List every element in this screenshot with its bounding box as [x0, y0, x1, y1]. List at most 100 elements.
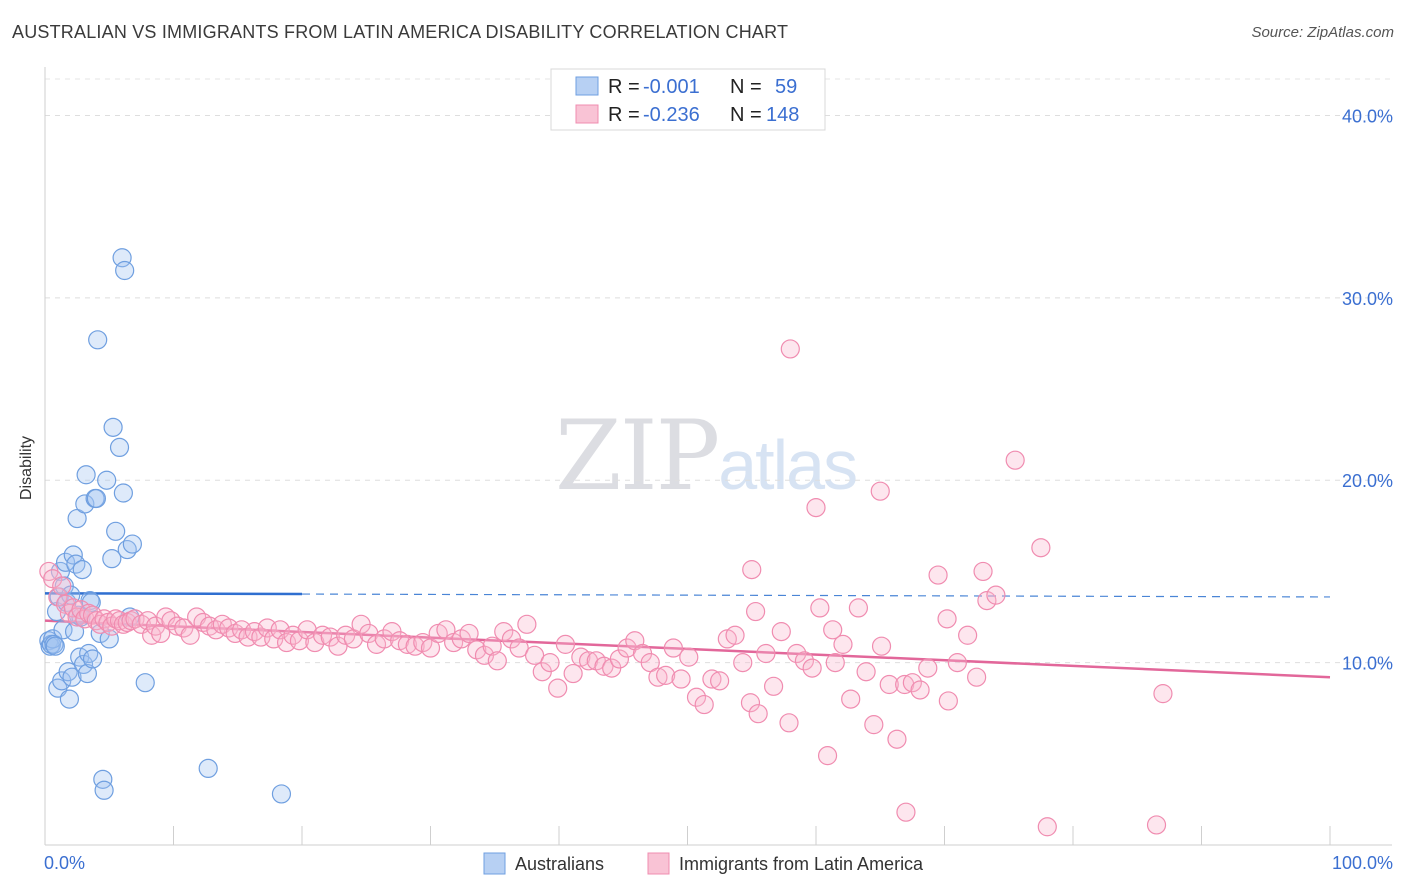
latin-america-point-107: [733, 653, 753, 673]
stats-n-value-1: 59: [775, 76, 797, 98]
latin-america-point-127: [887, 729, 907, 749]
y-tick-label-2: 30.0%: [1342, 289, 1393, 309]
latin-america-point-131: [918, 658, 938, 678]
latin-america-point-113: [779, 713, 799, 733]
australians-trend-dashed: [301, 593, 1331, 598]
latin-america-point-3: [52, 576, 72, 596]
legend-swatch-latin-america: [647, 852, 670, 875]
latin-america-point-85: [563, 663, 583, 684]
latin-america-point-32: [180, 625, 200, 645]
australians-point-41: [97, 470, 117, 490]
latin-america-point-108: [740, 693, 761, 713]
watermark-zip: ZIP: [555, 400, 720, 512]
latin-america-point-104: [710, 671, 730, 691]
latin-america-point-147: [896, 802, 916, 822]
australians-point-26: [72, 560, 92, 580]
latin-america-point-74: [482, 636, 502, 656]
latin-america-point-100: [679, 647, 699, 667]
australians-point-46: [109, 437, 130, 458]
legend-label-australians: Australians: [515, 854, 604, 874]
australians-point-16: [59, 689, 80, 709]
legend-label-latin-america: Immigrants from Latin America: [679, 854, 924, 874]
australians-point-37: [88, 330, 108, 350]
latin-america-point-63: [397, 634, 417, 654]
latin-america-point-130: [910, 680, 930, 700]
australians-point-9: [50, 561, 71, 582]
latin-america-point-49: [289, 631, 310, 651]
latin-america-point-106: [725, 625, 745, 645]
latin-america-point-145: [1031, 538, 1051, 558]
latin-america-point-120: [833, 634, 853, 654]
source-credit: Source: ZipAtlas.com: [1251, 24, 1394, 41]
latin-america-point-2: [48, 587, 68, 607]
latin-america-point-136: [967, 667, 987, 687]
latin-america-point-126: [879, 674, 899, 695]
axes: [44, 67, 1392, 846]
latin-america-point-96: [648, 667, 668, 687]
australians-point-50: [117, 539, 137, 560]
latin-america-point-75: [487, 651, 507, 671]
latin-america-point-84: [555, 634, 576, 654]
latin-america-point-60: [374, 629, 394, 649]
australians-point-48: [113, 483, 133, 503]
latin-america-point-135: [958, 625, 978, 645]
latin-america-point-121: [841, 689, 861, 709]
latin-america-point-112: [771, 622, 791, 642]
series-legend: Australians Immigrants from Latin Americ…: [483, 852, 924, 875]
australians-point-36: [86, 488, 107, 509]
latin-america-point-134: [947, 653, 967, 673]
australians-trend-solid: [44, 592, 303, 596]
latin-america-point-14: [94, 609, 114, 629]
legend-swatch-australians: [483, 852, 506, 875]
latin-america-trend: [44, 619, 1331, 679]
latin-america-point-142: [742, 560, 762, 580]
x-tick-label-0: 0.0%: [44, 853, 85, 873]
latin-america-point-89: [594, 656, 614, 676]
australians-point-44: [103, 417, 123, 437]
latin-america-point-97: [656, 665, 676, 685]
latin-america-point-71: [459, 623, 479, 644]
latin-america-point-99: [671, 669, 691, 689]
latin-america-point-146: [937, 609, 957, 629]
latin-america-point-138: [986, 585, 1006, 605]
latin-america-point-124: [864, 715, 884, 735]
australians-point-53: [135, 673, 155, 693]
latin-america-point-119: [825, 653, 845, 673]
latin-america-point-76: [494, 622, 514, 642]
australians-point-30: [77, 663, 98, 684]
latin-america-point-31: [174, 618, 194, 638]
latin-america-point-78: [509, 638, 529, 658]
latin-america-point-80: [524, 645, 545, 665]
latin-america-point-149: [1146, 815, 1167, 835]
latin-america-point-144: [1005, 450, 1025, 470]
latin-america-point-118: [817, 746, 838, 766]
latin-america-point-39: [225, 623, 245, 644]
australians-point-43: [102, 549, 122, 569]
latin-america-point-109: [748, 704, 768, 724]
latin-america-point-152: [823, 620, 843, 640]
stats-r-label-1: R =: [608, 76, 640, 98]
latin-america-point-101: [686, 687, 707, 707]
watermark-atlas: atlas: [718, 426, 858, 504]
latin-america-point-132: [928, 565, 948, 585]
stats-swatch-latin-america: [575, 104, 599, 124]
latin-america-point-102: [694, 694, 714, 715]
latin-america-point-91: [609, 649, 629, 669]
australians-point-29: [76, 465, 96, 485]
trend-lines: [44, 592, 1331, 679]
latin-america-point-137: [977, 591, 997, 611]
stats-n-label-2: N =: [730, 104, 762, 126]
stats-r-label-2: R =: [608, 104, 640, 126]
latin-america-point-141: [870, 481, 890, 501]
y-tick-label-1: 20.0%: [1342, 471, 1393, 491]
latin-america-point-150: [1153, 684, 1173, 704]
latin-america-point-110: [756, 643, 776, 664]
latin-america-point-143: [973, 561, 993, 582]
latin-america-point-123: [856, 662, 876, 682]
australians-point-55: [271, 784, 292, 804]
australians-point-45: [106, 521, 126, 541]
australians-point-18: [62, 667, 82, 687]
tick-labels: 10.0% 20.0% 30.0% 40.0% 0.0% 100.0%: [44, 106, 1393, 873]
australians-point-5: [45, 636, 65, 656]
